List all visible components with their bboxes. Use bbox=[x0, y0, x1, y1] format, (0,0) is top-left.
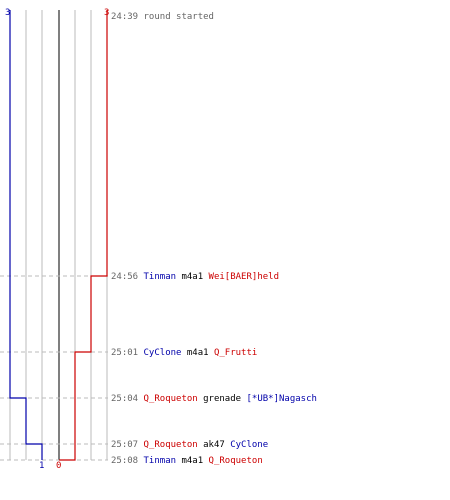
killer-name: Tinman bbox=[144, 272, 182, 282]
victim-name: Q_Frutti bbox=[214, 348, 257, 358]
event-row: 25:08 Tinman m4a1 Q_Roqueton bbox=[111, 456, 263, 466]
team-a-alive-line bbox=[9, 10, 43, 460]
weapon-name: m4a1 bbox=[187, 348, 214, 358]
killer-name: Q_Roqueton bbox=[144, 394, 204, 404]
victim-name: CyClone bbox=[230, 440, 268, 450]
team-a-start-score: 3 bbox=[5, 8, 10, 18]
team-b-alive-line bbox=[59, 10, 108, 461]
event-row: 25:07 Q_Roqueton ak47 CyClone bbox=[111, 440, 268, 450]
event-guide-lines bbox=[0, 275, 108, 461]
event-row: 24:39 round started bbox=[111, 12, 214, 22]
victim-name: Q_Roqueton bbox=[209, 456, 263, 466]
killer-name: Tinman bbox=[144, 456, 182, 466]
killer-name: Q_Roqueton bbox=[144, 440, 204, 450]
weapon-name: grenade bbox=[203, 394, 246, 404]
event-row: 25:04 Q_Roqueton grenade [*UB*]Nagasch bbox=[111, 394, 317, 404]
event-time: 25:04 bbox=[111, 394, 144, 404]
weapon-name: ak47 bbox=[203, 440, 230, 450]
killer-name: CyClone bbox=[144, 348, 187, 358]
team-b-start-score: 3 bbox=[104, 8, 109, 18]
event-time: 25:08 bbox=[111, 456, 144, 466]
team-b-end-score: 0 bbox=[56, 461, 61, 471]
event-text: round started bbox=[144, 12, 214, 22]
event-time: 25:01 bbox=[111, 348, 144, 358]
weapon-name: m4a1 bbox=[181, 456, 208, 466]
event-time: 25:07 bbox=[111, 440, 144, 450]
player-grid bbox=[9, 10, 108, 460]
victim-name: Wei[BAER]held bbox=[209, 272, 279, 282]
event-row: 24:56 Tinman m4a1 Wei[BAER]held bbox=[111, 272, 279, 282]
event-row: 25:01 CyClone m4a1 Q_Frutti bbox=[111, 348, 257, 358]
event-time: 24:39 bbox=[111, 12, 144, 22]
victim-name: [*UB*]Nagasch bbox=[246, 394, 316, 404]
event-time: 24:56 bbox=[111, 272, 144, 282]
weapon-name: m4a1 bbox=[181, 272, 208, 282]
team-a-end-score: 1 bbox=[39, 461, 44, 471]
alive-count-lines bbox=[9, 10, 108, 461]
event-log: 24:39 round started 24:56 Tinman m4a1 Wei… bbox=[111, 12, 317, 466]
team-score-labels: 3 3 1 0 bbox=[5, 8, 109, 471]
